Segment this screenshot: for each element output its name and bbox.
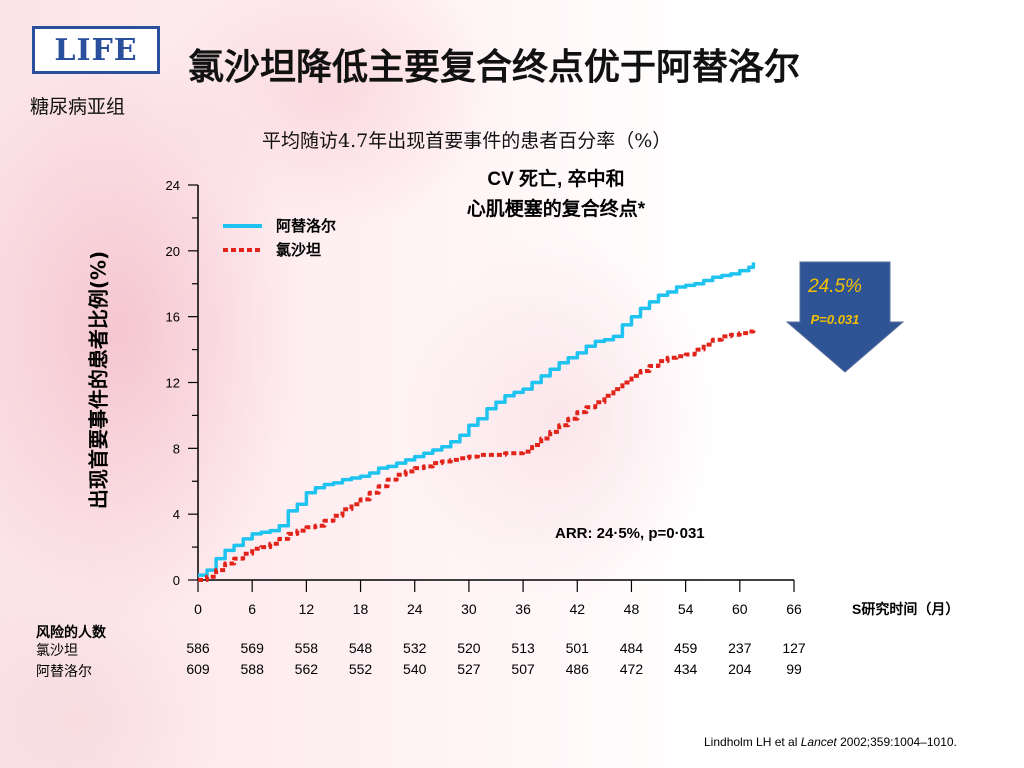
chart-subtitle: 平均随访4.7年出现首要事件的患者百分率（%） (262, 130, 672, 152)
risk-table-cell: 486 (566, 661, 590, 677)
risk-table-cell: 434 (674, 661, 698, 677)
x-axis-label: S研究时间（月） (852, 601, 959, 617)
x-tick-label: 18 (353, 601, 369, 617)
life-logo: LIFE (32, 26, 160, 74)
x-tick-label: 12 (299, 601, 315, 617)
risk-table-cell: 586 (186, 640, 210, 656)
page-title: 氯沙坦降低主要复合终点优于阿替洛尔 (188, 47, 801, 88)
risk-table-cell: 540 (403, 661, 427, 677)
risk-table-cell: 513 (511, 640, 535, 656)
risk-row-label-atenolol: 阿替洛尔 (36, 664, 92, 680)
x-tick-label: 66 (786, 601, 802, 617)
series-line-0 (198, 262, 756, 577)
citation: Lindholm LH et al Lancet 2002;359:1004–1… (704, 735, 957, 749)
risk-table-cell: 527 (457, 661, 481, 677)
chart-title-line2: 心肌梗塞的复合终点* (467, 197, 646, 220)
risk-table-cell: 569 (241, 640, 265, 656)
chart-title-line1: CV 死亡, 卒中和 (487, 167, 624, 190)
x-tick-label: 6 (248, 601, 256, 617)
y-tick-label: 12 (166, 376, 180, 391)
y-tick-label: 16 (166, 310, 180, 325)
risk-table-cell: 520 (457, 640, 481, 656)
risk-table-cell: 558 (295, 640, 319, 656)
risk-table-cell: 588 (241, 661, 265, 677)
risk-table-cell: 552 (349, 661, 373, 677)
risk-table-cell: 459 (674, 640, 698, 656)
arrow-p-label: P=0.031 (811, 312, 860, 327)
x-tick-label: 42 (569, 601, 585, 617)
x-tick-label: 60 (732, 601, 748, 617)
citation-suffix: 2002;359:1004–1010. (836, 735, 957, 749)
legend-label: 阿替洛尔 (276, 217, 336, 235)
risk-table-cell: 484 (620, 640, 644, 656)
arrow-percent-label: 24.5% (807, 276, 862, 297)
risk-table-cell: 204 (728, 661, 752, 677)
y-tick-label: 20 (166, 244, 180, 259)
risk-table-cell: 237 (728, 640, 752, 656)
y-tick-label: 0 (173, 573, 180, 588)
y-tick-label: 24 (166, 178, 180, 193)
reduction-arrow (785, 261, 905, 373)
risk-table-header: 风险的人数 (36, 625, 106, 641)
x-tick-label: 54 (678, 601, 694, 617)
subgroup-label: 糖尿病亚组 (30, 96, 126, 118)
citation-journal: Lancet (800, 735, 837, 749)
citation-prefix: Lindholm LH et al (704, 735, 801, 749)
risk-table-cell: 548 (349, 640, 373, 656)
y-tick-label: 8 (173, 441, 180, 456)
x-tick-label: 48 (624, 601, 640, 617)
risk-table-cell: 532 (403, 640, 427, 656)
risk-table-cell: 501 (566, 640, 590, 656)
x-tick-label: 0 (194, 601, 202, 617)
x-tick-label: 30 (461, 601, 477, 617)
arr-annotation: ARR: 24·5%, p=0·031 (555, 525, 705, 542)
y-tick-label: 4 (173, 507, 180, 522)
logo-text: LIFE (54, 32, 138, 68)
risk-table-cell: 609 (186, 661, 210, 677)
series-line-1 (198, 328, 756, 582)
risk-table-cell: 127 (782, 640, 806, 656)
risk-table-cell: 472 (620, 661, 644, 677)
x-tick-label: 24 (407, 601, 423, 617)
risk-table-cell: 562 (295, 661, 319, 677)
risk-row-label-losartan: 氯沙坦 (36, 643, 78, 659)
risk-table-cell: 507 (511, 661, 535, 677)
x-tick-label: 36 (515, 601, 531, 617)
risk-table-cell: 99 (786, 661, 802, 677)
legend-label: 氯沙坦 (276, 241, 321, 259)
